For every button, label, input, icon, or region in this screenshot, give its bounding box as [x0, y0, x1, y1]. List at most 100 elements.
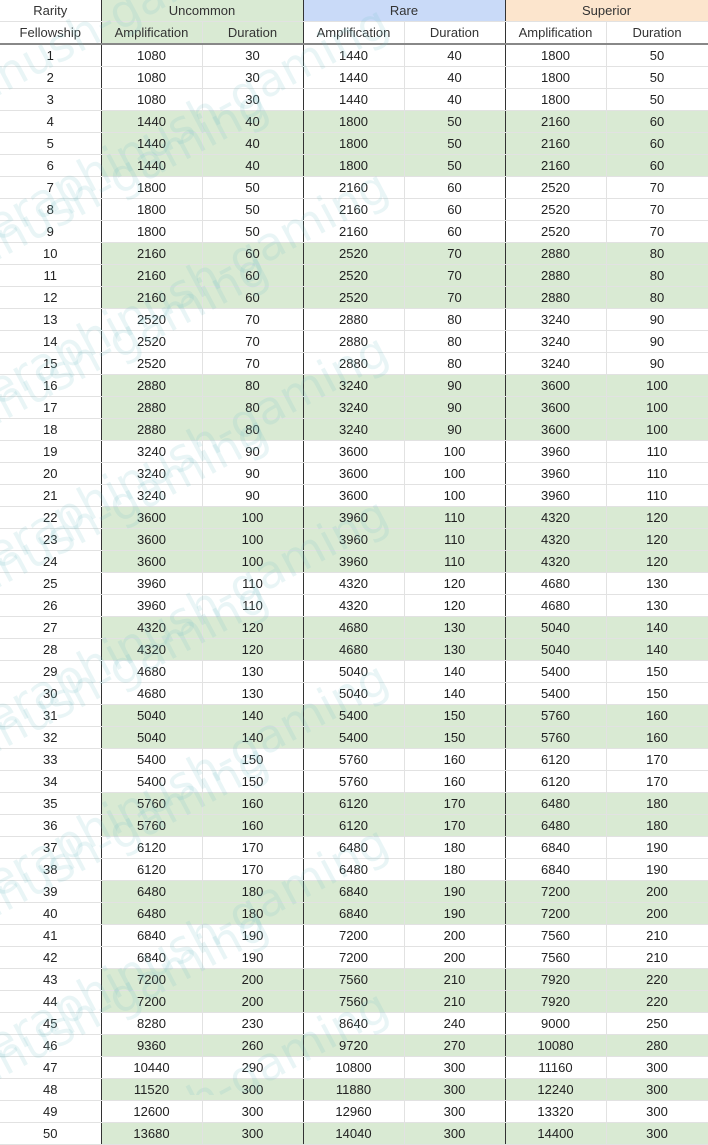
duration-cell[interactable]: 250: [606, 1012, 708, 1035]
amplification-cell[interactable]: 3600: [101, 506, 203, 529]
duration-cell[interactable]: 180: [202, 880, 304, 903]
amplification-cell[interactable]: 3600: [303, 440, 405, 463]
duration-cell[interactable]: 70: [404, 286, 506, 309]
fellowship-label[interactable]: Fellowship: [0, 21, 102, 45]
amplification-cell[interactable]: 13680: [101, 1122, 203, 1145]
duration-cell[interactable]: 160: [606, 704, 708, 727]
fellowship-cell[interactable]: 36: [0, 814, 102, 837]
amplification-cell[interactable]: 6840: [101, 946, 203, 969]
amplification-cell[interactable]: 2520: [101, 352, 203, 375]
duration-cell[interactable]: 300: [202, 1078, 304, 1101]
duration-cell[interactable]: 190: [606, 836, 708, 859]
amplification-cell[interactable]: 7920: [505, 990, 607, 1013]
fellowship-cell[interactable]: 30: [0, 682, 102, 705]
amplification-cell[interactable]: 7200: [303, 946, 405, 969]
duration-cell[interactable]: 60: [404, 198, 506, 221]
duration-cell[interactable]: 150: [404, 704, 506, 727]
duration-cell[interactable]: 140: [606, 616, 708, 639]
fellowship-cell[interactable]: 13: [0, 308, 102, 331]
amplification-cell[interactable]: 1800: [303, 132, 405, 155]
fellowship-cell[interactable]: 7: [0, 176, 102, 199]
col-header-superior-amplification[interactable]: Amplification: [505, 21, 607, 45]
duration-cell[interactable]: 50: [202, 198, 304, 221]
amplification-cell[interactable]: 4320: [505, 550, 607, 573]
duration-cell[interactable]: 110: [606, 484, 708, 507]
fellowship-cell[interactable]: 48: [0, 1078, 102, 1101]
amplification-cell[interactable]: 2880: [101, 418, 203, 441]
amplification-cell[interactable]: 2880: [303, 352, 405, 375]
duration-cell[interactable]: 60: [202, 286, 304, 309]
amplification-cell[interactable]: 3600: [505, 418, 607, 441]
amplification-cell[interactable]: 11160: [505, 1056, 607, 1079]
fellowship-cell[interactable]: 8: [0, 198, 102, 221]
amplification-cell[interactable]: 1440: [101, 110, 203, 133]
duration-cell[interactable]: 180: [606, 814, 708, 837]
amplification-cell[interactable]: 2160: [101, 242, 203, 265]
fellowship-cell[interactable]: 25: [0, 572, 102, 595]
duration-cell[interactable]: 40: [404, 44, 506, 67]
amplification-cell[interactable]: 3240: [303, 418, 405, 441]
amplification-cell[interactable]: 14400: [505, 1122, 607, 1145]
duration-cell[interactable]: 90: [202, 462, 304, 485]
duration-cell[interactable]: 30: [202, 44, 304, 67]
amplification-cell[interactable]: 2520: [303, 242, 405, 265]
duration-cell[interactable]: 120: [202, 638, 304, 661]
duration-cell[interactable]: 50: [606, 66, 708, 89]
group-header-superior[interactable]: Superior: [505, 0, 708, 22]
duration-cell[interactable]: 110: [404, 550, 506, 573]
amplification-cell[interactable]: 1440: [101, 132, 203, 155]
amplification-cell[interactable]: 2520: [505, 220, 607, 243]
duration-cell[interactable]: 230: [202, 1012, 304, 1035]
duration-cell[interactable]: 140: [404, 682, 506, 705]
duration-cell[interactable]: 110: [404, 506, 506, 529]
duration-cell[interactable]: 240: [404, 1012, 506, 1035]
amplification-cell[interactable]: 3240: [505, 352, 607, 375]
amplification-cell[interactable]: 1800: [505, 88, 607, 111]
fellowship-cell[interactable]: 2: [0, 66, 102, 89]
amplification-cell[interactable]: 1080: [101, 88, 203, 111]
duration-cell[interactable]: 300: [606, 1078, 708, 1101]
amplification-cell[interactable]: 12240: [505, 1078, 607, 1101]
amplification-cell[interactable]: 5400: [505, 682, 607, 705]
duration-cell[interactable]: 120: [606, 506, 708, 529]
amplification-cell[interactable]: 11520: [101, 1078, 203, 1101]
amplification-cell[interactable]: 13320: [505, 1100, 607, 1123]
fellowship-cell[interactable]: 39: [0, 880, 102, 903]
duration-cell[interactable]: 300: [202, 1100, 304, 1123]
duration-cell[interactable]: 300: [606, 1122, 708, 1145]
duration-cell[interactable]: 60: [202, 264, 304, 287]
fellowship-cell[interactable]: 17: [0, 396, 102, 419]
amplification-cell[interactable]: 3240: [303, 396, 405, 419]
duration-cell[interactable]: 210: [404, 968, 506, 991]
amplification-cell[interactable]: 2880: [303, 308, 405, 331]
fellowship-cell[interactable]: 22: [0, 506, 102, 529]
duration-cell[interactable]: 90: [606, 352, 708, 375]
fellowship-cell[interactable]: 20: [0, 462, 102, 485]
amplification-cell[interactable]: 9000: [505, 1012, 607, 1035]
amplification-cell[interactable]: 10800: [303, 1056, 405, 1079]
duration-cell[interactable]: 30: [202, 88, 304, 111]
amplification-cell[interactable]: 1800: [101, 176, 203, 199]
duration-cell[interactable]: 100: [202, 528, 304, 551]
amplification-cell[interactable]: 3960: [505, 484, 607, 507]
fellowship-cell[interactable]: 9: [0, 220, 102, 243]
duration-cell[interactable]: 290: [202, 1056, 304, 1079]
duration-cell[interactable]: 140: [202, 726, 304, 749]
amplification-cell[interactable]: 3240: [505, 330, 607, 353]
amplification-cell[interactable]: 2520: [303, 286, 405, 309]
fellowship-cell[interactable]: 6: [0, 154, 102, 177]
duration-cell[interactable]: 200: [202, 990, 304, 1013]
duration-cell[interactable]: 220: [606, 968, 708, 991]
amplification-cell[interactable]: 6120: [505, 748, 607, 771]
amplification-cell[interactable]: 4320: [505, 528, 607, 551]
amplification-cell[interactable]: 2880: [101, 374, 203, 397]
duration-cell[interactable]: 60: [202, 242, 304, 265]
amplification-cell[interactable]: 5040: [303, 660, 405, 683]
fellowship-cell[interactable]: 12: [0, 286, 102, 309]
amplification-cell[interactable]: 6480: [505, 792, 607, 815]
duration-cell[interactable]: 210: [404, 990, 506, 1013]
fellowship-cell[interactable]: 14: [0, 330, 102, 353]
duration-cell[interactable]: 200: [606, 880, 708, 903]
fellowship-cell[interactable]: 1: [0, 44, 102, 67]
amplification-cell[interactable]: 5760: [303, 770, 405, 793]
